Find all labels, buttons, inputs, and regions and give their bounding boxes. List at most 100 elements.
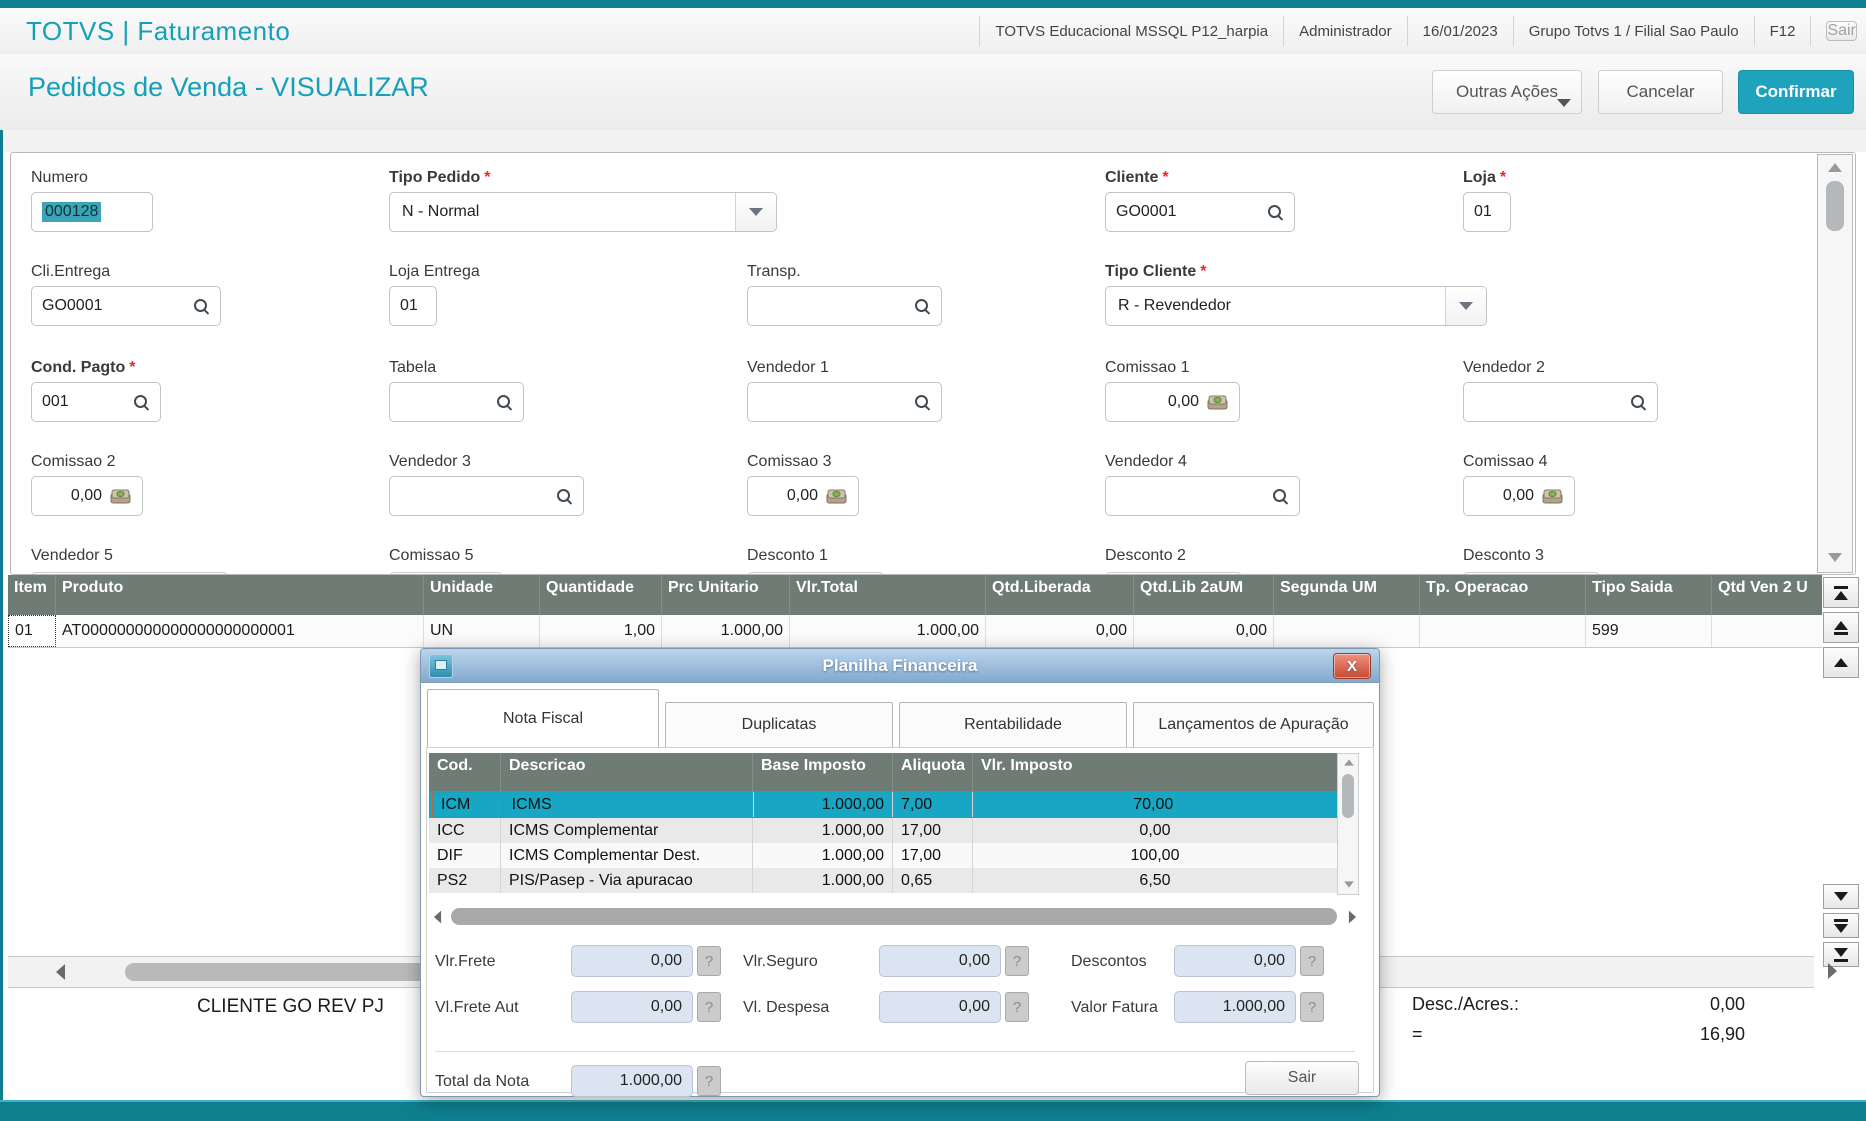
search-icon[interactable] bbox=[1267, 204, 1284, 221]
cell-tp-operacao[interactable] bbox=[1420, 615, 1586, 647]
cell-vlr-imposto[interactable]: 6,50 bbox=[1139, 871, 1171, 889]
exit-button[interactable]: ✕ Sair bbox=[1810, 16, 1857, 46]
tab-rentabilidade[interactable]: Rentabilidade bbox=[899, 702, 1127, 747]
comissao1-input[interactable]: 0,00 bbox=[1105, 382, 1240, 422]
vendedor3-input[interactable] bbox=[389, 476, 584, 516]
cell-tipo-saida[interactable]: 599 bbox=[1586, 615, 1712, 647]
dropdown-button[interactable] bbox=[1445, 287, 1486, 325]
help-button[interactable]: ? bbox=[1300, 992, 1324, 1022]
vendedor4-input[interactable] bbox=[1105, 476, 1300, 516]
grid-page-down-button[interactable] bbox=[1823, 913, 1859, 938]
search-icon[interactable] bbox=[914, 394, 931, 411]
comissao3-input[interactable]: 0,00 bbox=[747, 476, 859, 516]
scroll-left-icon[interactable] bbox=[56, 964, 65, 980]
grid-line-down-button[interactable] bbox=[1823, 884, 1859, 909]
cell-aliquota[interactable]: 0,65 bbox=[893, 868, 973, 893]
cell-aliquota[interactable]: 7,00 bbox=[893, 792, 973, 817]
sair-button[interactable]: Sair bbox=[1245, 1061, 1359, 1095]
search-icon[interactable] bbox=[556, 488, 573, 505]
confirm-button[interactable]: Confirmar bbox=[1738, 70, 1854, 114]
menu-branch[interactable]: Grupo Totvs 1 / Filial Sao Paulo bbox=[1512, 16, 1754, 46]
grid-page-up-button[interactable] bbox=[1823, 612, 1859, 643]
cell-segunda-um[interactable] bbox=[1274, 615, 1420, 647]
search-icon[interactable] bbox=[1630, 394, 1647, 411]
scroll-up-icon[interactable] bbox=[1828, 163, 1842, 172]
cell-base-imposto[interactable]: 1.000,00 bbox=[753, 818, 893, 843]
cell-descricao[interactable]: ICMS Complementar bbox=[501, 818, 753, 843]
cli-entrega-input[interactable]: GO0001 bbox=[31, 286, 221, 326]
cond-pagto-input[interactable]: 001 bbox=[31, 382, 161, 422]
cell-qtd-ven-2u[interactable] bbox=[1712, 615, 1822, 647]
cell-quantidade[interactable]: 1,00 bbox=[540, 615, 662, 647]
descontos-input[interactable]: 0,00 bbox=[1174, 945, 1296, 977]
tabela-input[interactable] bbox=[389, 382, 524, 422]
cell-descricao[interactable]: ICMS bbox=[504, 792, 754, 817]
tab-duplicatas[interactable]: Duplicatas bbox=[665, 702, 893, 747]
cell-aliquota[interactable]: 17,00 bbox=[893, 843, 973, 868]
tax-row-icc[interactable]: ICC ICMS Complementar 1.000,00 17,00 0,0… bbox=[429, 818, 1337, 843]
tipo-pedido-select[interactable]: N - Normal bbox=[389, 192, 777, 232]
search-icon[interactable] bbox=[193, 298, 210, 315]
help-button[interactable]: ? bbox=[697, 946, 721, 976]
cell-descricao[interactable]: PIS/Pasep - Via apuracao bbox=[501, 868, 753, 893]
grid-scroll-top-button[interactable] bbox=[1823, 577, 1859, 608]
search-icon[interactable] bbox=[1272, 488, 1289, 505]
scroll-right-icon[interactable] bbox=[1348, 910, 1357, 924]
cell-base-imposto[interactable]: 1.000,00 bbox=[753, 868, 893, 893]
tax-row-ps2[interactable]: PS2 PIS/Pasep - Via apuracao 1.000,00 0,… bbox=[429, 868, 1337, 893]
cell-aliquota[interactable]: 17,00 bbox=[893, 818, 973, 843]
scroll-right-button[interactable] bbox=[1828, 963, 1837, 979]
scrollbar-thumb[interactable] bbox=[451, 908, 1337, 925]
cell-vlr-imposto[interactable]: 0,00 bbox=[1139, 821, 1171, 839]
cell-cod[interactable]: ICM bbox=[432, 792, 504, 817]
help-button[interactable]: ? bbox=[697, 992, 721, 1022]
tax-row-icm[interactable]: ICM ICMS 1.000,00 7,00 70,00 bbox=[429, 791, 1337, 818]
help-button[interactable]: ? bbox=[697, 1066, 721, 1096]
search-icon[interactable] bbox=[914, 298, 931, 315]
cell-descricao[interactable]: ICMS Complementar Dest. bbox=[501, 843, 753, 868]
vlr-seguro-input[interactable]: 0,00 bbox=[879, 945, 1001, 977]
cancel-button[interactable]: Cancelar bbox=[1598, 70, 1723, 114]
tab-nota-fiscal[interactable]: Nota Fiscal bbox=[427, 689, 659, 747]
cell-base-imposto[interactable]: 1.000,00 bbox=[754, 792, 893, 817]
items-grid-row[interactable]: 01 AT000000000000000000000001 UN 1,00 1.… bbox=[8, 615, 1822, 648]
tax-row-dif[interactable]: DIF ICMS Complementar Dest. 1.000,00 17,… bbox=[429, 843, 1337, 868]
transp-input[interactable] bbox=[747, 286, 942, 326]
search-icon[interactable] bbox=[496, 394, 513, 411]
cliente-input[interactable]: GO0001 bbox=[1105, 192, 1295, 232]
tipo-cliente-select[interactable]: R - Revendedor bbox=[1105, 286, 1487, 326]
help-button[interactable]: ? bbox=[1300, 946, 1324, 976]
menu-user[interactable]: Administrador bbox=[1283, 16, 1407, 46]
scroll-down-icon[interactable] bbox=[1344, 881, 1354, 888]
cell-vlr-total[interactable]: 1.000,00 bbox=[790, 615, 986, 647]
numero-input[interactable]: 000128 bbox=[31, 192, 153, 232]
scroll-down-icon[interactable] bbox=[1828, 553, 1842, 562]
form-scrollbar[interactable] bbox=[1817, 154, 1853, 573]
dropdown-button[interactable] bbox=[735, 193, 776, 231]
tax-grid-hscrollbar[interactable] bbox=[431, 905, 1359, 929]
cell-cod[interactable]: ICC bbox=[429, 818, 501, 843]
help-button[interactable]: ? bbox=[1005, 992, 1029, 1022]
menu-f12[interactable]: F12 bbox=[1753, 16, 1811, 46]
scrollbar-thumb[interactable] bbox=[1342, 774, 1354, 818]
scrollbar-thumb[interactable] bbox=[1826, 181, 1844, 231]
cell-qtd-liberada[interactable]: 0,00 bbox=[986, 615, 1134, 647]
help-button[interactable]: ? bbox=[1005, 946, 1029, 976]
valor-fatura-input[interactable]: 1.000,00 bbox=[1174, 991, 1296, 1023]
vl-despesa-input[interactable]: 0,00 bbox=[879, 991, 1001, 1023]
other-actions-button[interactable]: Outras Ações bbox=[1432, 70, 1582, 114]
grid-line-up-button[interactable] bbox=[1823, 647, 1859, 678]
total-nota-input[interactable]: 1.000,00 bbox=[571, 1065, 693, 1097]
scroll-left-icon[interactable] bbox=[433, 910, 442, 924]
vlr-frete-input[interactable]: 0,00 bbox=[571, 945, 693, 977]
menu-date[interactable]: 16/01/2023 bbox=[1406, 16, 1513, 46]
close-button[interactable]: X bbox=[1333, 653, 1371, 679]
cell-cod[interactable]: DIF bbox=[429, 843, 501, 868]
grid-scroll-bottom-button[interactable] bbox=[1823, 942, 1859, 967]
cell-cod[interactable]: PS2 bbox=[429, 868, 501, 893]
search-icon[interactable] bbox=[133, 394, 150, 411]
cell-base-imposto[interactable]: 1.000,00 bbox=[753, 843, 893, 868]
cell-qtd-lib-2aum[interactable]: 0,00 bbox=[1134, 615, 1274, 647]
loja-entrega-input[interactable]: 01 bbox=[389, 286, 437, 326]
cell-item[interactable]: 01 bbox=[8, 615, 56, 647]
